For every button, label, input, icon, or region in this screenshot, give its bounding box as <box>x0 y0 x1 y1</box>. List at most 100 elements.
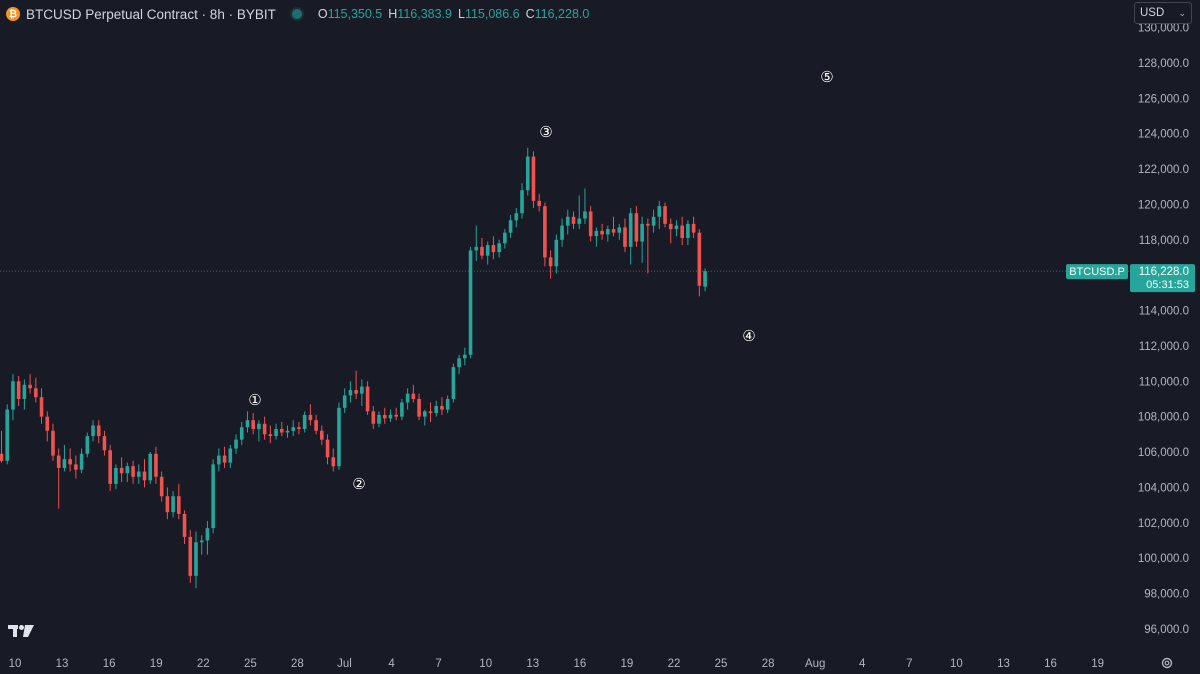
candle[interactable] <box>16 375 21 407</box>
candle[interactable] <box>68 448 72 472</box>
candle[interactable] <box>251 413 255 435</box>
candle[interactable] <box>342 388 347 414</box>
candle[interactable] <box>119 457 124 483</box>
candle[interactable] <box>577 195 582 230</box>
candle[interactable] <box>285 425 290 438</box>
candle[interactable] <box>239 421 244 445</box>
candle[interactable] <box>674 220 679 237</box>
candle[interactable] <box>234 434 238 454</box>
candle[interactable] <box>474 225 479 261</box>
candle[interactable] <box>428 402 433 422</box>
candle[interactable] <box>440 397 444 415</box>
candle[interactable] <box>405 388 410 410</box>
candle[interactable] <box>543 202 547 267</box>
candle[interactable] <box>651 209 656 233</box>
candle[interactable] <box>337 402 341 470</box>
candle[interactable] <box>365 381 370 415</box>
candle[interactable] <box>634 206 639 247</box>
candle[interactable] <box>142 459 147 488</box>
candle[interactable] <box>85 432 90 458</box>
candle[interactable] <box>663 202 667 228</box>
candle[interactable] <box>503 229 507 249</box>
candle[interactable] <box>177 483 181 520</box>
candle[interactable] <box>297 421 301 435</box>
tradingview-logo[interactable] <box>8 624 34 642</box>
candle[interactable] <box>279 421 284 437</box>
candle[interactable] <box>377 411 381 428</box>
candle[interactable] <box>628 207 633 265</box>
candle[interactable] <box>520 183 524 219</box>
candle[interactable] <box>606 225 610 242</box>
price-axis[interactable]: 130,000.0 128,000.0 126,000.0 124,000.0 122,… <box>1138 23 1189 636</box>
candle[interactable] <box>274 423 278 440</box>
candle[interactable] <box>291 420 296 437</box>
candle[interactable] <box>646 218 650 274</box>
candle[interactable] <box>571 211 576 230</box>
candle[interactable] <box>136 464 141 484</box>
candle[interactable] <box>686 220 690 246</box>
candle[interactable] <box>91 420 95 442</box>
candle[interactable] <box>480 237 484 260</box>
candle[interactable] <box>108 444 112 491</box>
candle[interactable] <box>703 268 707 292</box>
candle[interactable] <box>388 409 393 422</box>
candle[interactable] <box>548 250 553 279</box>
wave-label[interactable]: ④ <box>742 327 755 345</box>
candle[interactable] <box>188 529 193 583</box>
time-axis[interactable]: 10 13 16 19 22 25 28 Jul 4 7 10 13 16 19 22 25 28 Aug 4 7 10… <box>9 658 1104 670</box>
candle[interactable] <box>525 147 530 196</box>
candle[interactable] <box>302 411 307 433</box>
candle[interactable] <box>463 347 467 366</box>
candle[interactable] <box>422 409 427 426</box>
candle[interactable] <box>617 223 622 240</box>
candle[interactable] <box>382 407 387 424</box>
candle[interactable] <box>691 216 696 238</box>
candle[interactable] <box>96 420 101 444</box>
candle[interactable] <box>445 395 450 414</box>
candle[interactable] <box>159 471 164 502</box>
candle[interactable] <box>34 377 38 403</box>
candle[interactable] <box>611 216 616 237</box>
candle[interactable] <box>308 404 313 426</box>
candle[interactable] <box>11 374 15 421</box>
candle[interactable] <box>228 444 233 468</box>
candle[interactable] <box>28 374 32 394</box>
candle[interactable] <box>508 214 513 238</box>
candle[interactable] <box>657 200 662 230</box>
candle[interactable] <box>199 535 204 555</box>
candle[interactable] <box>182 510 187 544</box>
candle[interactable] <box>354 370 358 399</box>
candle[interactable] <box>371 406 376 430</box>
candle[interactable] <box>623 218 627 253</box>
candle[interactable] <box>411 384 416 403</box>
candle[interactable] <box>680 216 684 246</box>
candle[interactable] <box>417 393 421 421</box>
candle[interactable] <box>114 464 118 490</box>
candle[interactable] <box>594 227 599 247</box>
candle[interactable] <box>560 218 564 247</box>
candle[interactable] <box>565 209 570 235</box>
candle[interactable] <box>56 448 61 509</box>
candle[interactable] <box>400 398 404 421</box>
candle[interactable] <box>457 354 461 375</box>
candle[interactable] <box>22 379 27 410</box>
candle[interactable] <box>468 246 473 359</box>
candle[interactable] <box>600 223 604 240</box>
candle[interactable] <box>79 448 84 474</box>
market-status-icon[interactable] <box>291 9 302 19</box>
candle[interactable] <box>74 455 78 479</box>
candle[interactable] <box>331 448 336 472</box>
candle[interactable] <box>45 411 50 442</box>
candle[interactable] <box>531 151 536 208</box>
candle[interactable] <box>262 416 267 440</box>
candle[interactable] <box>348 381 353 403</box>
candle[interactable] <box>434 400 439 417</box>
symbol-title[interactable]: BTCUSD Perpetual Contract · 8h · BYBIT <box>26 6 276 22</box>
candle[interactable] <box>39 388 44 424</box>
candle[interactable] <box>148 452 153 484</box>
candle[interactable] <box>314 414 318 435</box>
candle[interactable] <box>171 490 175 518</box>
candle[interactable] <box>268 425 273 444</box>
candle[interactable] <box>154 446 158 484</box>
candle[interactable] <box>211 459 215 534</box>
